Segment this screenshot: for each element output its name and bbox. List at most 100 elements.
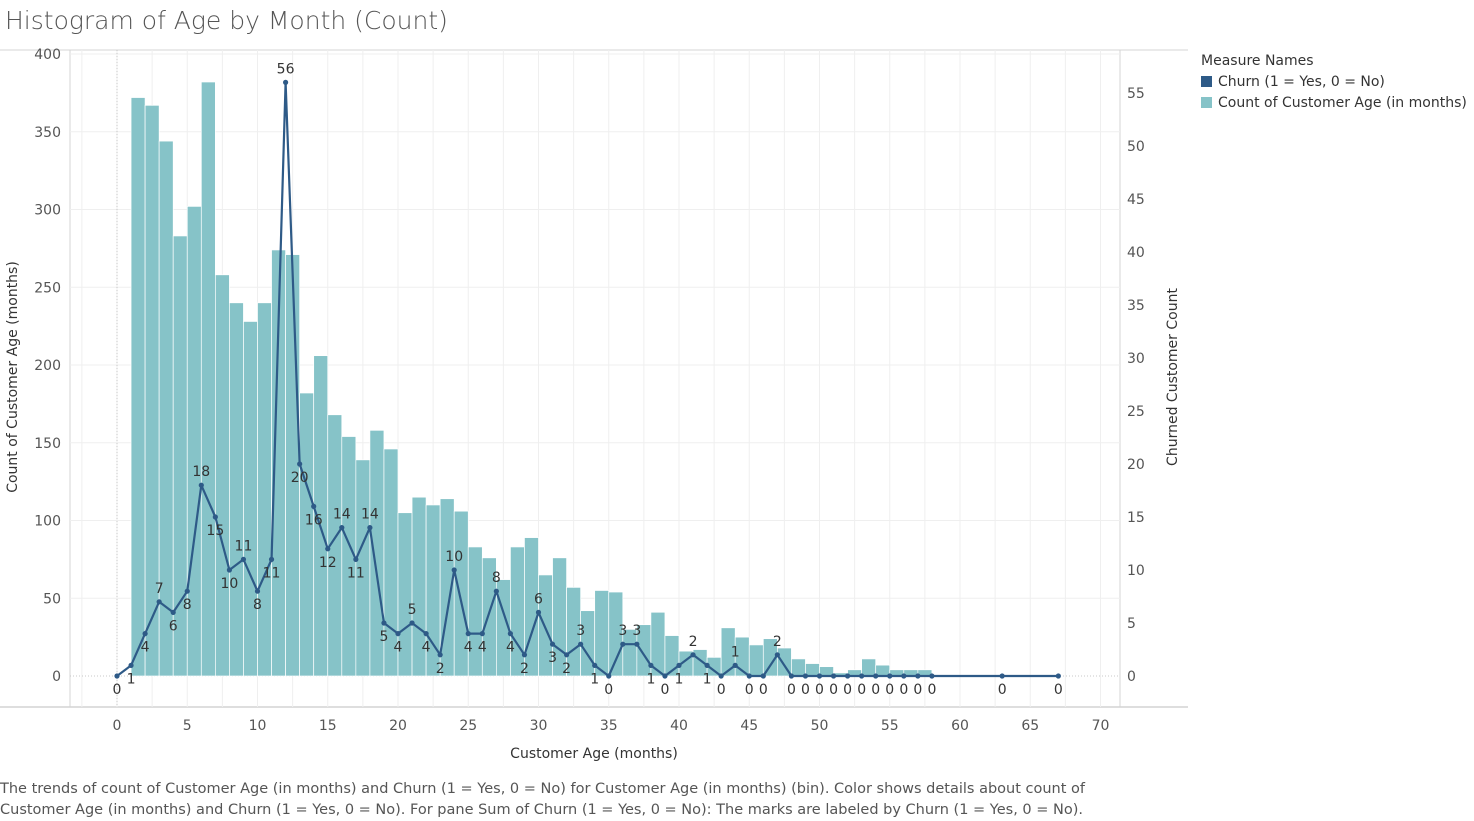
- churn-point: [676, 662, 682, 669]
- churn-point: [929, 673, 935, 679]
- churn-point: [367, 525, 373, 531]
- y-right-tick-label: 10: [1127, 563, 1145, 579]
- churn-data-label: 2: [520, 661, 529, 677]
- churn-point: [142, 631, 148, 637]
- histogram-bar: [130, 97, 146, 677]
- churn-point: [564, 652, 570, 658]
- y-left-tick-label: 50: [43, 591, 61, 607]
- churn-line: [114, 79, 1061, 679]
- churn-data-label: 0: [745, 682, 754, 698]
- churn-data-label: 3: [548, 650, 557, 666]
- churn-data-label: 0: [113, 682, 122, 698]
- histogram-bar: [861, 658, 877, 677]
- histogram-bar: [215, 274, 230, 677]
- histogram-bar: [805, 663, 820, 677]
- churn-data-label: 5: [379, 629, 388, 645]
- y-left-tick-label: 300: [34, 203, 61, 219]
- churn-data-label: 1: [646, 671, 655, 687]
- churn-point: [451, 567, 457, 573]
- legend: Measure Names Churn (1 = Yes, 0 = No) Co…: [1201, 53, 1467, 113]
- churn-data-label: 56: [277, 61, 295, 77]
- y-left-tick-label: 0: [52, 669, 61, 685]
- churn-point: [592, 662, 598, 669]
- legend-swatch-count: [1201, 97, 1212, 108]
- y-right-tick-label: 20: [1127, 457, 1145, 473]
- churn-point: [634, 641, 640, 647]
- churn-data-label: 2: [562, 661, 571, 677]
- y-left-tick-label: 100: [34, 514, 61, 530]
- y-left-tick-label: 150: [34, 436, 61, 452]
- churn-point: [690, 652, 696, 658]
- churn-point: [760, 673, 766, 679]
- y-right-tick-label: 50: [1127, 139, 1145, 155]
- y-right-tick-label: 5: [1127, 616, 1136, 632]
- churn-data-label: 6: [169, 618, 178, 634]
- churn-point: [732, 662, 738, 669]
- churn-point: [409, 620, 415, 626]
- churn-point: [535, 609, 542, 616]
- churn-data-label: 14: [333, 507, 351, 523]
- legend-item-count[interactable]: Count of Customer Age (in months): [1201, 92, 1467, 113]
- x-tick-label: 40: [670, 718, 688, 734]
- y-left-axis-title: Count of Customer Age (months): [5, 261, 21, 493]
- churn-point: [521, 652, 528, 658]
- churn-data-label: 0: [815, 682, 824, 698]
- churn-data-label: 6: [534, 591, 543, 607]
- churn-point: [297, 461, 303, 467]
- churn-point: [802, 673, 809, 679]
- churn-point: [774, 652, 780, 658]
- histogram-bar: [229, 302, 244, 677]
- histogram-bar: [510, 546, 525, 677]
- chart-title: Histogram of Age by Month (Count): [5, 6, 448, 35]
- chart-frame: [0, 49, 1188, 708]
- churn-point: [606, 673, 612, 679]
- churn-data-label: 8: [492, 570, 501, 586]
- churn-point: [662, 673, 668, 679]
- churn-data-label: 16: [305, 512, 323, 528]
- churn-data-label: 2: [436, 661, 445, 677]
- y-right-tick-label: 30: [1127, 351, 1145, 367]
- churn-data-label: 10: [445, 549, 463, 565]
- y-right-tick-label: 55: [1127, 86, 1145, 102]
- x-tick-label: 30: [530, 718, 548, 734]
- churn-point: [423, 631, 429, 637]
- legend-item-churn[interactable]: Churn (1 = Yes, 0 = No): [1201, 71, 1467, 92]
- churn-data-label: 5: [408, 602, 417, 618]
- x-tick-label: 60: [951, 718, 969, 734]
- churn-point: [156, 599, 162, 605]
- churn-data-label: 0: [1054, 682, 1063, 698]
- churn-point: [549, 641, 556, 647]
- churn-point: [114, 673, 120, 679]
- legend-label-churn: Churn (1 = Yes, 0 = No): [1218, 73, 1385, 90]
- churn-data-label: 11: [347, 565, 365, 581]
- histogram-bar: [243, 321, 258, 677]
- churn-data-label: 2: [689, 634, 698, 650]
- histogram-bar: [299, 392, 315, 677]
- churn-data-label: 0: [759, 682, 768, 698]
- churn-data-label: 1: [675, 671, 684, 687]
- churn-data-label: 0: [998, 682, 1007, 698]
- churn-point: [915, 673, 921, 679]
- x-tick-label: 0: [113, 718, 122, 734]
- churn-point: [325, 546, 331, 552]
- churn-point: [845, 673, 851, 679]
- churn-data-label: 0: [801, 682, 810, 698]
- churn-data-label: 4: [478, 640, 487, 656]
- churn-data-label: 20: [291, 470, 309, 486]
- y-right-tick-label: 0: [1127, 669, 1136, 685]
- churn-point: [268, 556, 275, 563]
- legend-label-count: Count of Customer Age (in months): [1218, 94, 1467, 111]
- churn-data-label: 0: [717, 682, 726, 698]
- histogram-bar: [467, 546, 483, 677]
- y-left-tick-label: 400: [34, 47, 61, 63]
- churn-data-label: 4: [506, 640, 515, 656]
- churn-point: [859, 673, 865, 679]
- churn-data-label: 18: [192, 464, 210, 480]
- x-tick-label: 10: [249, 718, 267, 734]
- churn-point: [283, 79, 289, 85]
- churn-point: [240, 556, 247, 563]
- churn-point: [465, 631, 471, 637]
- churn-data-label: 11: [263, 565, 281, 581]
- churn-point: [493, 588, 499, 594]
- x-tick-label: 5: [183, 718, 192, 734]
